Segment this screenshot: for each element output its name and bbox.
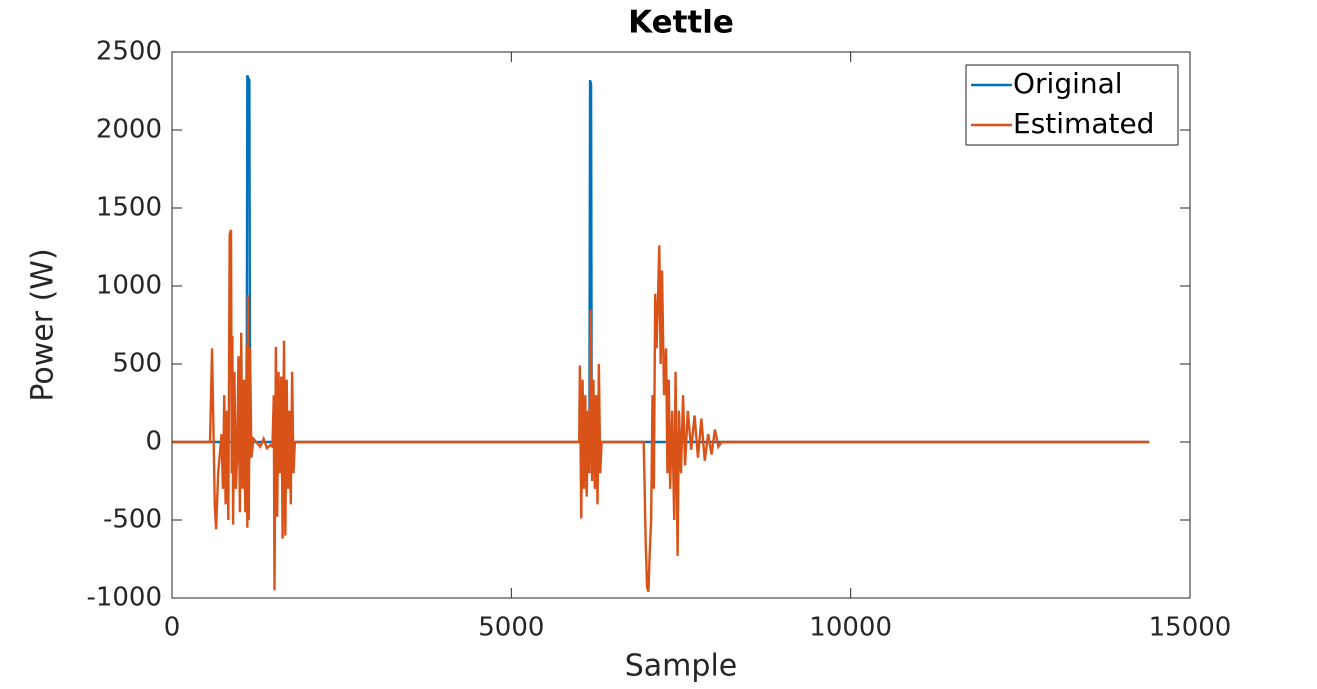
line-series [172, 229, 1150, 593]
x-tick-label: 0 [164, 613, 181, 643]
legend-label: Original [1013, 67, 1123, 100]
legend-label: Estimated [1013, 107, 1154, 140]
y-tick-label: 2500 [96, 37, 162, 67]
y-tick-label: 1500 [96, 193, 162, 223]
x-tick-label: 5000 [478, 613, 544, 643]
x-tick-label: 15000 [1149, 613, 1232, 643]
x-axis-label: Sample [625, 649, 738, 684]
y-tick-label: 2000 [96, 115, 162, 145]
y-tick-label: 0 [145, 427, 162, 457]
y-tick-label: -1000 [86, 583, 162, 613]
y-tick-label: 500 [112, 349, 162, 379]
axes-box [171, 51, 1191, 599]
y-tick-label: -500 [103, 505, 162, 535]
y-tick-label: 1000 [96, 271, 162, 301]
y-axis-label: Power (W) [26, 248, 61, 401]
legend-box [965, 64, 1179, 146]
chart-title: Kettle [628, 5, 734, 41]
x-tick-label: 10000 [809, 613, 892, 643]
